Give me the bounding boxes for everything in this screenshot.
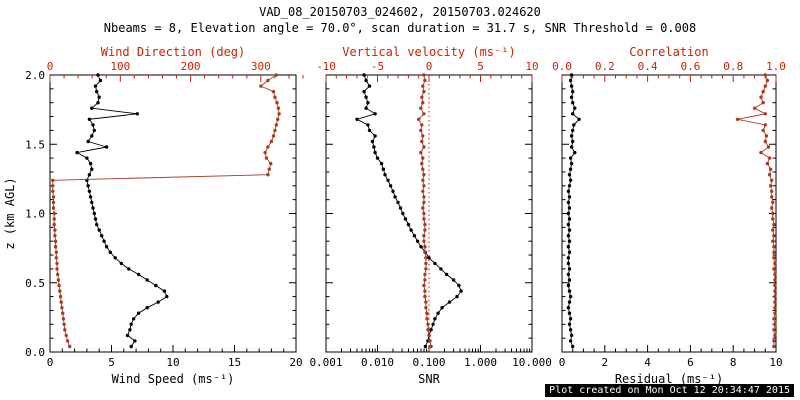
svg-text:10: 10 (166, 356, 179, 369)
svg-text:1.5: 1.5 (25, 138, 45, 151)
svg-text:0: 0 (426, 60, 433, 73)
svg-text:0.100: 0.100 (412, 356, 445, 369)
svg-text:10: 10 (769, 356, 782, 369)
svg-text:0.0: 0.0 (552, 60, 572, 73)
svg-text:0: 0 (47, 356, 54, 369)
series-line-wind-speed (75, 74, 168, 347)
svg-text:Correlation: Correlation (629, 45, 708, 59)
svg-text:5: 5 (477, 60, 484, 73)
svg-text:0: 0 (559, 356, 566, 369)
svg-text:15: 15 (228, 356, 241, 369)
svg-text:10: 10 (525, 60, 538, 73)
series-line-snr-profile (355, 74, 462, 347)
svg-text:Wind Speed (ms⁻¹): Wind Speed (ms⁻¹) (112, 372, 235, 386)
panel-snr: 0.001 0.010 0.100 1.000 10.000 SNR -10 -5 0 5 10 Ve… (309, 45, 551, 386)
svg-text:1.000: 1.000 (464, 356, 497, 369)
svg-text:Residual (ms⁻¹): Residual (ms⁻¹) (615, 372, 723, 386)
series-line-residual-profile (567, 74, 580, 347)
series-line-correlation (737, 74, 776, 347)
svg-text:20: 20 (289, 356, 302, 369)
svg-text:0: 0 (47, 60, 54, 73)
svg-text:0.0: 0.0 (25, 346, 45, 359)
svg-text:0.2: 0.2 (595, 60, 615, 73)
svg-text:2: 2 (601, 356, 608, 369)
svg-text:0.001: 0.001 (309, 356, 342, 369)
svg-text:5: 5 (108, 356, 115, 369)
series-dots-correlation (735, 73, 777, 349)
plot-title: VAD_08_20150703_024602, 20150703.024620 (259, 5, 541, 19)
series-dots-vertical-velocity (417, 73, 433, 349)
series-dots-wind-direction (51, 73, 281, 349)
svg-text:100: 100 (110, 60, 130, 73)
svg-text:1.0: 1.0 (766, 60, 786, 73)
svg-text:200: 200 (181, 60, 201, 73)
svg-text:0.8: 0.8 (723, 60, 743, 73)
plot-created-timestamp: Plot created on Mon Oct 12 20:34:47 2015 (545, 384, 794, 397)
series-line-wind-direction (52, 74, 280, 347)
svg-text:0.6: 0.6 (680, 60, 700, 73)
series-dots-snr-profile (355, 73, 463, 349)
svg-text:0.4: 0.4 (638, 60, 658, 73)
plot-subtitle: Nbeams = 8, Elevation angle = 70.0°, sca… (103, 21, 697, 35)
svg-text:-10: -10 (316, 60, 336, 73)
series-dots-residual-profile (566, 73, 581, 349)
svg-text:z (km AGL): z (km AGL) (3, 177, 17, 249)
panel-residual: 0 2 4 6 8 10 Residual (ms⁻¹) 0.0 0.2 0.4 0.6 0.8 1.0… (552, 45, 786, 386)
svg-text:Wind Direction (deg): Wind Direction (deg) (101, 45, 246, 59)
svg-text:6: 6 (687, 356, 694, 369)
svg-text:2.0: 2.0 (25, 69, 45, 82)
svg-text:300: 300 (251, 60, 271, 73)
svg-text:Vertical velocity (ms⁻¹): Vertical velocity (ms⁻¹) (342, 45, 515, 59)
svg-text:0.5: 0.5 (25, 277, 45, 290)
panel-wind: 0 5 10 15 20 Wind Speed (ms⁻¹) 0 100 200 300 Wind … (3, 45, 304, 386)
series-dots-wind-speed (75, 73, 169, 349)
svg-text:8: 8 (730, 356, 737, 369)
svg-text:-5: -5 (371, 60, 384, 73)
svg-text:4: 4 (644, 356, 651, 369)
svg-text:SNR: SNR (418, 372, 440, 386)
svg-text:0.010: 0.010 (361, 356, 394, 369)
svg-text:1.0: 1.0 (25, 208, 45, 221)
svg-text:10.000: 10.000 (512, 356, 552, 369)
